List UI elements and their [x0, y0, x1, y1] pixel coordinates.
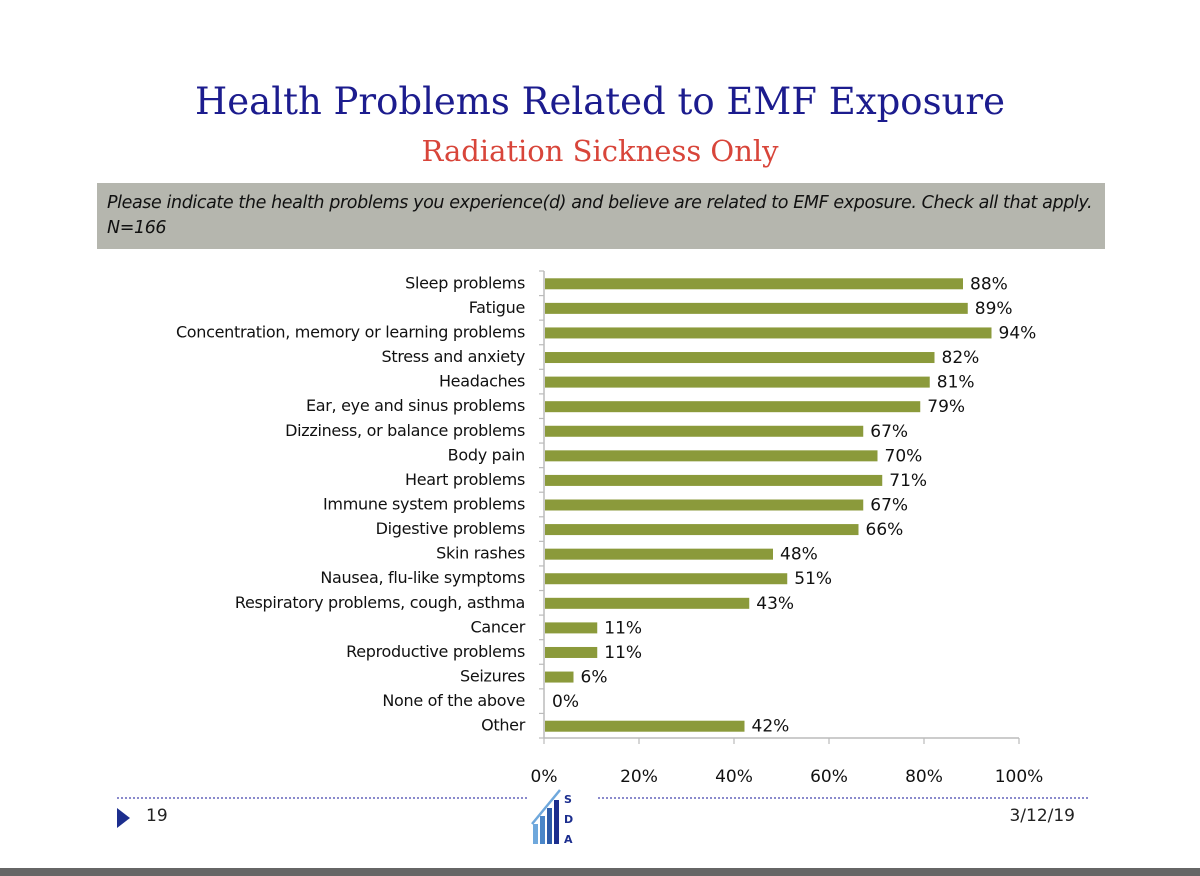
sda-logo: S D A	[531, 789, 573, 846]
bar	[545, 376, 930, 388]
bar	[545, 573, 788, 585]
bar	[545, 524, 859, 536]
category-label: Heart problems	[405, 470, 525, 489]
bar	[545, 302, 968, 314]
svg-text:D: D	[564, 813, 573, 826]
category-label: Reproductive problems	[346, 642, 525, 661]
bar	[545, 548, 773, 560]
data-label: 11%	[604, 618, 642, 638]
category-label: Respiratory problems, cough, asthma	[235, 593, 525, 612]
data-label: 66%	[866, 520, 904, 540]
category-label: Nausea, flu-like symptoms	[320, 568, 525, 587]
data-label: 0%	[552, 692, 579, 712]
chart-subtitle: Radiation Sickness Only	[421, 134, 779, 168]
play-arrow-icon	[117, 808, 130, 828]
x-tick-label: 40%	[715, 767, 753, 787]
category-label: Stress and anxiety	[382, 347, 526, 366]
data-label: 71%	[889, 471, 927, 491]
category-label: Cancer	[470, 617, 525, 636]
survey-question: Please indicate the health problems you …	[97, 183, 1105, 249]
data-label: 89%	[975, 299, 1013, 319]
category-label: Fatigue	[469, 298, 525, 317]
bar	[545, 646, 598, 658]
bar	[545, 401, 921, 413]
category-label: Concentration, memory or learning proble…	[176, 322, 525, 341]
footer-divider	[598, 797, 1088, 799]
category-label: Headaches	[439, 372, 525, 391]
category-label: None of the above	[382, 691, 525, 710]
category-label: Skin rashes	[436, 544, 525, 563]
bar	[545, 622, 598, 634]
bar	[545, 352, 935, 364]
svg-text:A: A	[564, 833, 573, 846]
data-label: 51%	[794, 569, 832, 589]
data-label: 67%	[870, 422, 908, 442]
bar	[545, 425, 864, 437]
data-label: 70%	[885, 446, 923, 466]
x-tick-label: 20%	[620, 767, 658, 787]
data-label: 81%	[937, 373, 975, 393]
data-label: 42%	[752, 717, 790, 737]
bar	[545, 499, 864, 511]
data-label: 82%	[942, 348, 980, 368]
slide-date: 3/12/19	[1009, 806, 1075, 826]
category-label: Body pain	[448, 445, 525, 464]
bar	[545, 278, 963, 290]
x-tick-label: 60%	[810, 767, 848, 787]
data-label: 43%	[756, 594, 794, 614]
bar	[545, 671, 574, 683]
bar	[545, 450, 878, 462]
bottom-bar	[0, 868, 1200, 876]
footer-divider	[117, 797, 527, 799]
bar	[545, 327, 992, 339]
chart-title: Health Problems Related to EMF Exposure	[195, 80, 1005, 123]
data-label: 88%	[970, 274, 1008, 294]
category-label: Dizziness, or balance problems	[285, 421, 525, 440]
category-label: Seizures	[460, 667, 525, 686]
category-label: Immune system problems	[323, 495, 525, 514]
page-number: 19	[146, 806, 168, 826]
bar-chart: 0% 20% 40% 60% 80% 100% Sleep problems 88% Fatig…	[176, 270, 1044, 787]
data-label: 6%	[581, 668, 608, 688]
x-tick-label: 0%	[531, 767, 558, 787]
data-label: 11%	[604, 643, 642, 663]
data-label: 67%	[870, 496, 908, 516]
x-tick-label: 80%	[905, 767, 943, 787]
bar	[545, 474, 883, 486]
category-label: Sleep problems	[405, 273, 525, 292]
category-label: Digestive problems	[376, 519, 525, 538]
svg-text:S: S	[564, 793, 572, 806]
x-tick-label: 100%	[995, 767, 1044, 787]
data-label: 79%	[927, 397, 965, 417]
bar	[545, 720, 745, 732]
data-label: 94%	[999, 323, 1037, 343]
data-label: 48%	[780, 545, 818, 565]
category-label: Other	[481, 716, 526, 735]
category-label: Ear, eye and sinus problems	[306, 396, 525, 415]
bar	[545, 597, 750, 609]
